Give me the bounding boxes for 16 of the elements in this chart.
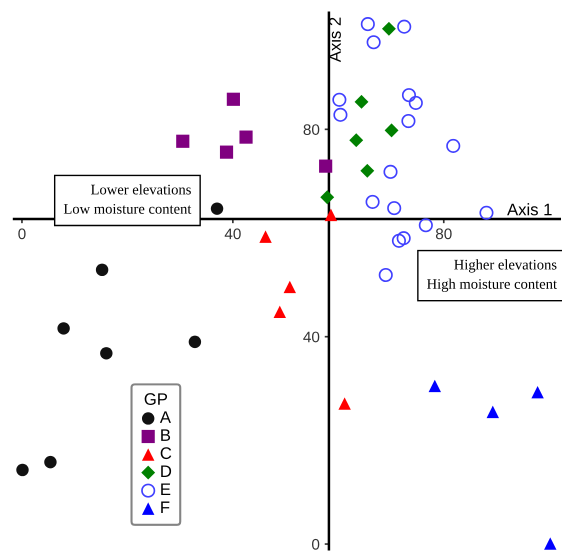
annotation: Higher elevations High moisture content <box>427 259 557 292</box>
y-tick-label: 40 <box>303 332 320 342</box>
legend-label: D <box>161 465 172 477</box>
x-tick-label: 40 <box>224 228 241 240</box>
legend-label: E <box>161 484 170 495</box>
y-tick-label: 0 <box>312 538 320 550</box>
legend-label: F <box>161 502 170 514</box>
x-tick-label: 80 <box>436 228 452 240</box>
legend-label: C <box>160 447 172 460</box>
legend-title: GP <box>144 393 168 405</box>
y-tick-label: 80 <box>304 124 320 136</box>
legend-label: B <box>161 429 170 441</box>
annotation: Lower elevations Low moisture content <box>64 184 192 214</box>
x-axis-title: Axis 1 <box>507 203 552 216</box>
x-tick-label: 0 <box>18 228 26 240</box>
legend-label: A <box>160 411 171 423</box>
